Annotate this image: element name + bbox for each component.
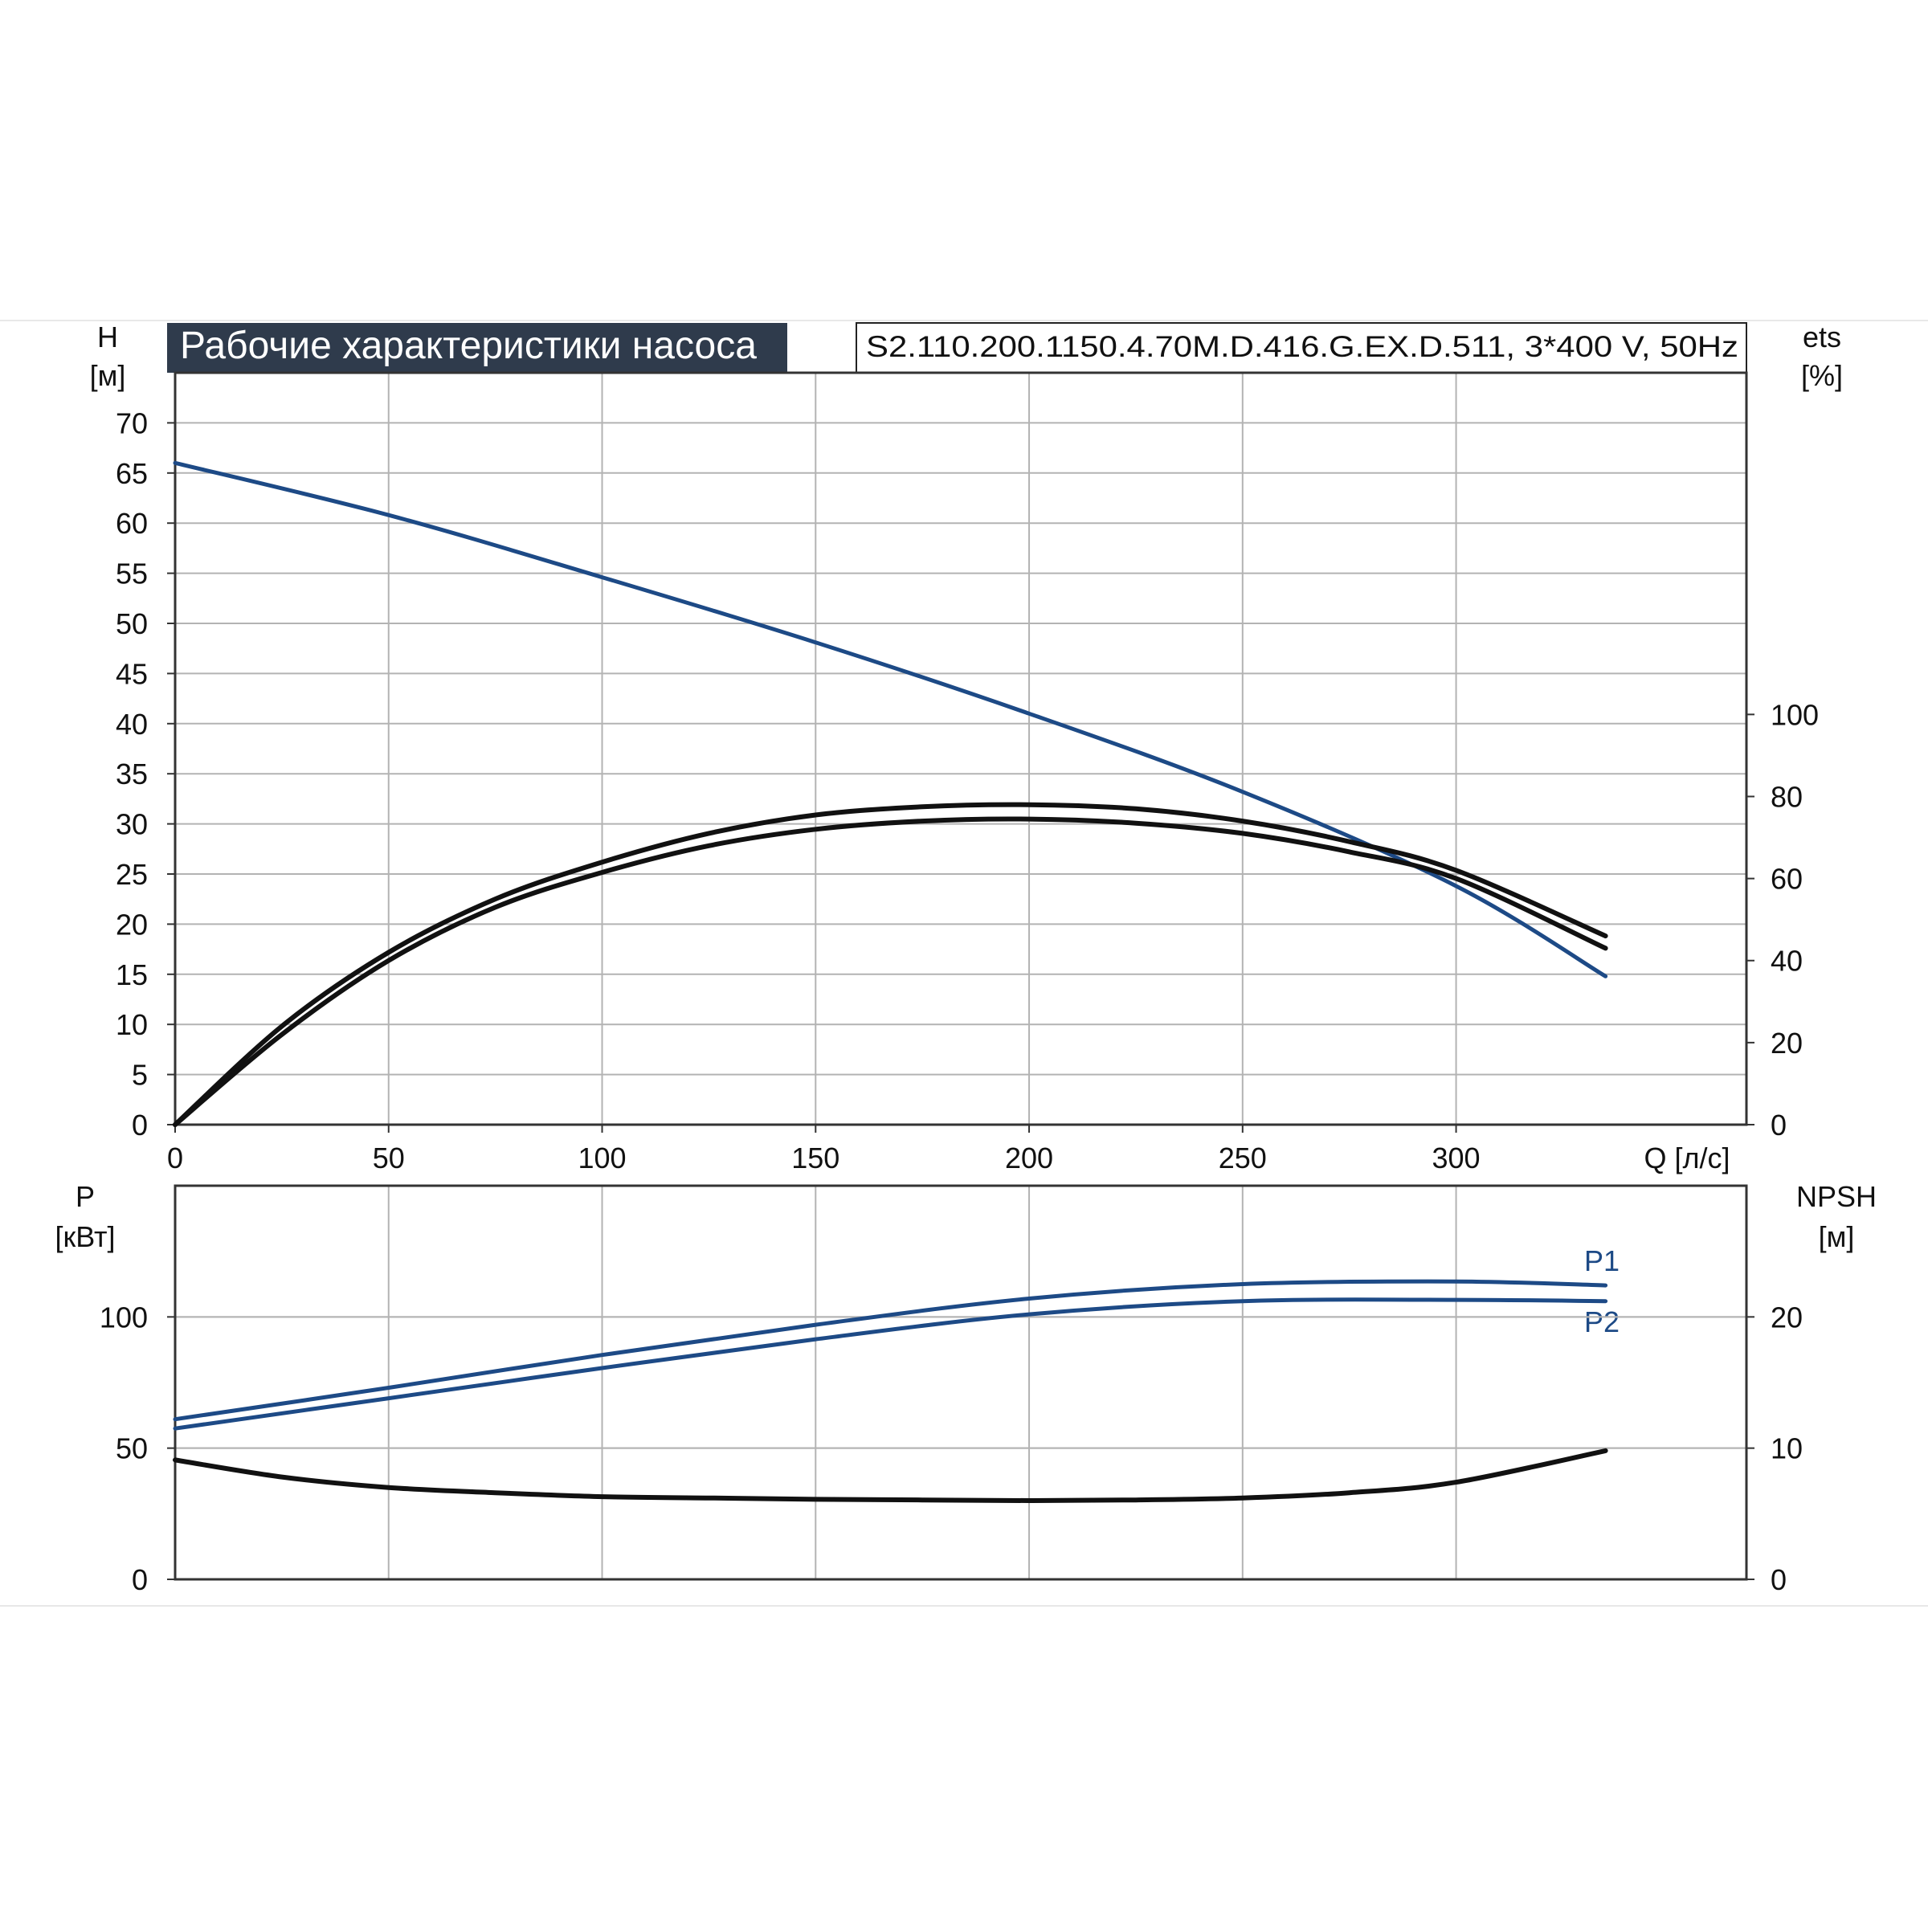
p-axis-label: P (76, 1180, 95, 1213)
h-axis-unit: [м] (90, 359, 126, 392)
left-tick-label-0-12: 60 (116, 507, 148, 540)
left-tick-label-1-2: 100 (100, 1301, 148, 1334)
h-axis-label: H (97, 321, 118, 353)
q-axis-label: Q [л/с] (1644, 1142, 1730, 1174)
left-tick-label-0-3: 15 (116, 958, 148, 991)
chart-marks: 0510152025303540455055606570020406080100… (100, 371, 1819, 1596)
eta-axis-label: ets (1803, 321, 1841, 353)
left-tick-label-0-8: 40 (116, 708, 148, 741)
left-tick-label-0-13: 65 (116, 457, 148, 490)
series-p2 (173, 1297, 1608, 1431)
x-tick-label-5: 250 (1219, 1142, 1267, 1174)
left-tick-label-0-1: 5 (132, 1059, 148, 1092)
right-tick-label-0-0: 0 (1771, 1109, 1787, 1142)
right-tick-label-1-0: 0 (1771, 1563, 1787, 1596)
p-axis-unit: [кВт] (55, 1220, 115, 1253)
title-box (167, 323, 787, 373)
top-separator (0, 320, 1928, 321)
x-tick-label-6: 300 (1432, 1142, 1481, 1174)
left-tick-label-0-2: 10 (116, 1008, 148, 1041)
right-tick-label-0-2: 40 (1771, 945, 1803, 978)
series-label-p2: P2 (1584, 1305, 1620, 1338)
left-tick-label-1-1: 50 (116, 1432, 148, 1465)
right-tick-label-1-1: 10 (1771, 1432, 1803, 1465)
plot-frame-0 (174, 371, 1748, 1126)
left-tick-label-0-9: 45 (116, 657, 148, 690)
x-tick-label-2: 100 (578, 1142, 626, 1174)
left-tick-label-0-0: 0 (132, 1109, 148, 1142)
right-tick-label-0-3: 60 (1771, 863, 1803, 896)
series-p1 (173, 1279, 1608, 1422)
left-tick-label-0-4: 20 (116, 908, 148, 941)
bottom-separator (0, 1605, 1928, 1607)
x-tick-label-1: 50 (373, 1142, 405, 1174)
x-tick-label-0: 0 (167, 1142, 183, 1174)
series-0-2 (173, 816, 1608, 1127)
left-tick-label-0-6: 30 (116, 808, 148, 841)
right-tick-label-0-5: 100 (1771, 698, 1819, 731)
model-box (856, 322, 1747, 374)
left-tick-label-0-14: 70 (116, 406, 148, 439)
left-tick-label-0-10: 50 (116, 607, 148, 640)
right-tick-label-1-2: 20 (1771, 1301, 1803, 1334)
left-tick-label-0-5: 25 (116, 858, 148, 891)
series-label-p1: P1 (1584, 1244, 1620, 1277)
x-tick-label-3: 150 (791, 1142, 839, 1174)
left-tick-label-0-7: 35 (116, 758, 148, 790)
left-tick-label-0-11: 55 (116, 558, 148, 590)
npsh-axis-label: NPSH (1796, 1180, 1877, 1213)
eta-axis-unit: [%] (1801, 359, 1843, 392)
series-1-2 (173, 1448, 1608, 1503)
chart-title: Рабочие характеристики насоса (180, 325, 757, 367)
plot-frame-1 (174, 1184, 1748, 1581)
series-0-0 (173, 460, 1608, 978)
right-tick-label-0-1: 20 (1771, 1027, 1803, 1060)
npsh-axis-unit: [м] (1819, 1220, 1855, 1253)
left-tick-label-1-0: 0 (132, 1563, 148, 1596)
model-label: S2.110.200.1150.4.70M.D.416.G.EX.D.511, … (866, 330, 1738, 363)
series-0-1 (173, 802, 1608, 1127)
x-tick-label-4: 200 (1005, 1142, 1053, 1174)
right-tick-label-0-4: 80 (1771, 780, 1803, 813)
